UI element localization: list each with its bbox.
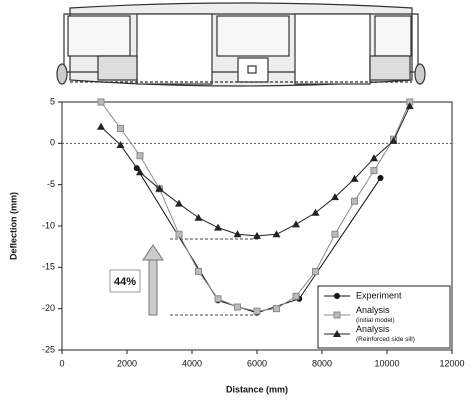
marker <box>292 220 300 227</box>
marker <box>274 306 280 312</box>
marker <box>378 175 384 181</box>
x-axis-label: Distance (mm) <box>226 384 288 394</box>
y-tick-label: 0 <box>50 138 55 148</box>
x-tick-label: 8000 <box>312 358 332 368</box>
legend-label: Experiment <box>356 290 402 300</box>
x-tick-label: 2000 <box>117 358 137 368</box>
marker <box>313 268 319 274</box>
legend-label: Analysis(initial model) <box>356 305 395 323</box>
x-tick-label: 4000 <box>182 358 202 368</box>
train-drawing <box>57 3 425 86</box>
x-tick-label: 6000 <box>247 358 267 368</box>
marker <box>371 168 377 174</box>
y-tick-label: -15 <box>42 262 55 272</box>
page: {"chart_data": {"type": "line", "xlabel"… <box>0 0 472 399</box>
marker <box>312 209 320 216</box>
x-tick-label: 12000 <box>439 358 464 368</box>
marker <box>98 99 104 105</box>
marker <box>195 214 203 221</box>
marker <box>334 293 340 299</box>
marker <box>137 153 143 159</box>
marker <box>118 125 124 131</box>
marker <box>215 296 221 302</box>
marker <box>214 224 222 231</box>
chart: Distance (mm) Deflection (mm) 44% 0 2000 4… <box>0 0 472 399</box>
marker <box>235 304 241 310</box>
series-line <box>101 102 410 311</box>
marker <box>97 123 105 130</box>
marker <box>273 230 281 237</box>
marker <box>196 268 202 274</box>
x-tick-label: 0 <box>59 358 64 368</box>
series-line <box>101 106 410 236</box>
marker <box>352 198 358 204</box>
y-tick-label: -25 <box>42 344 55 354</box>
marker <box>175 200 183 207</box>
y-tick-label: -20 <box>42 303 55 313</box>
marker <box>332 231 338 237</box>
y-tick-label: 5 <box>50 96 55 106</box>
x-tick-label: 10000 <box>374 358 399 368</box>
marker <box>254 308 260 314</box>
marker <box>176 231 182 237</box>
y-tick-label: -5 <box>47 179 55 189</box>
marker <box>293 293 299 299</box>
marker <box>334 312 340 318</box>
annotation-text: 44% <box>114 276 136 288</box>
y-axis-label: Deflection (mm) <box>8 192 18 260</box>
y-tick-label: -10 <box>42 220 55 230</box>
